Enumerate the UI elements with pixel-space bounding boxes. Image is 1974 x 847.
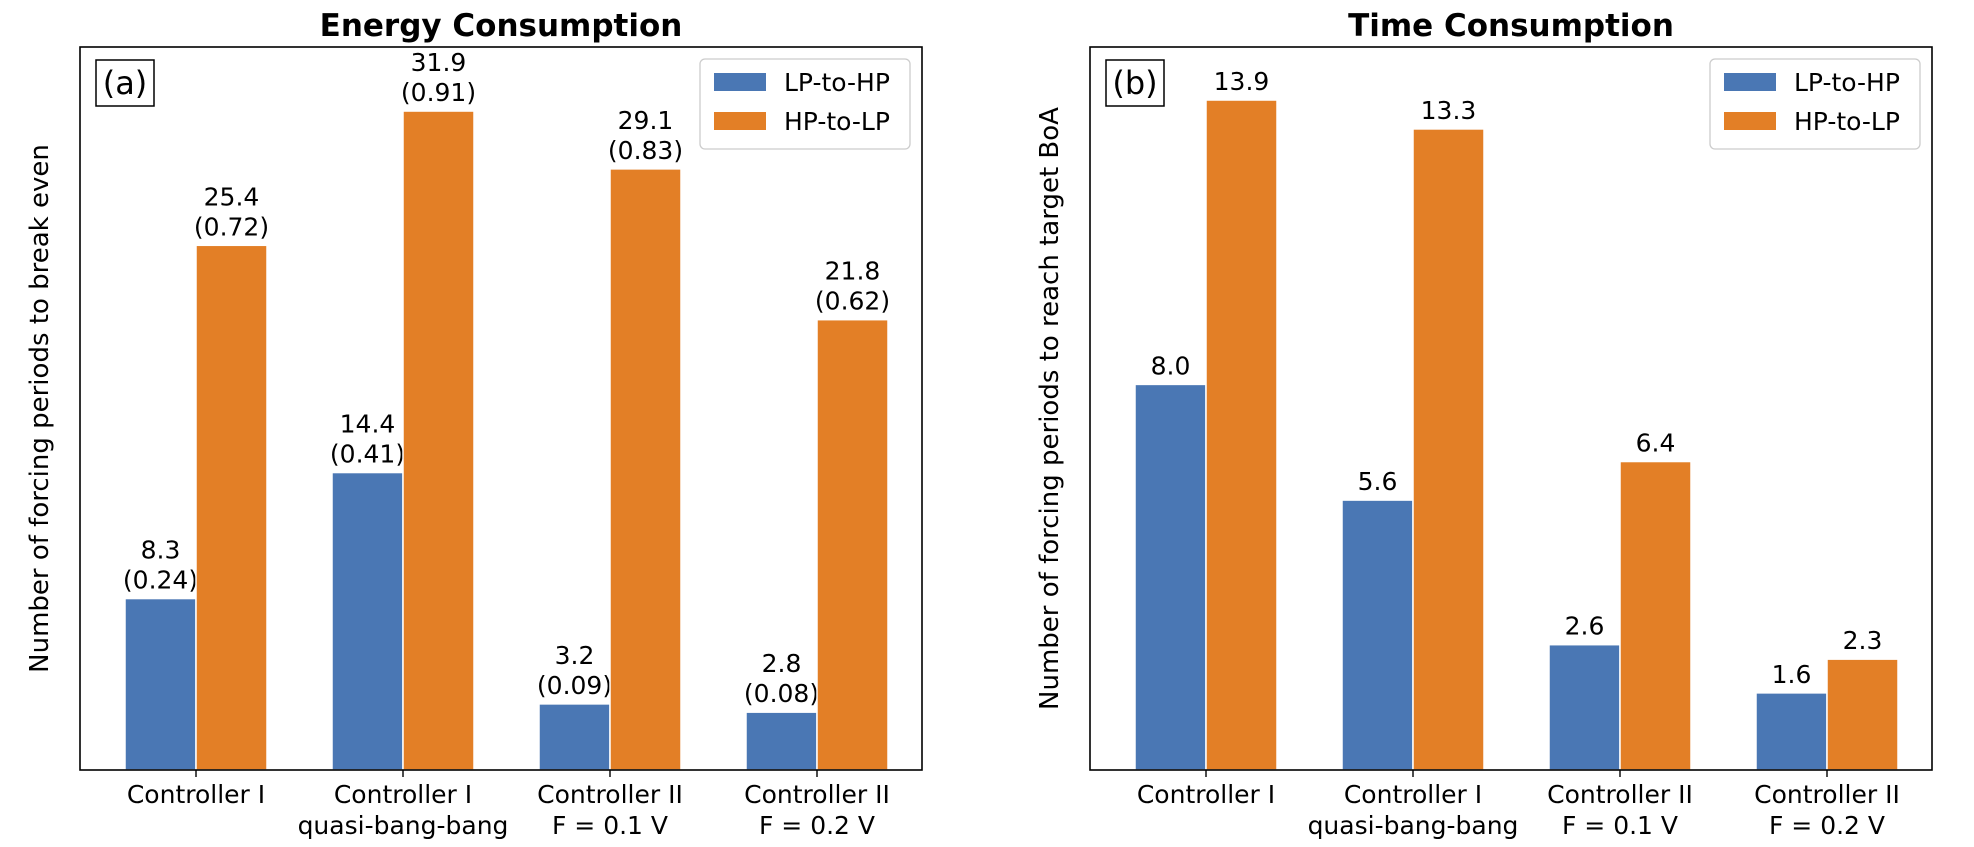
- x-tick-label: Controller I: [127, 780, 265, 809]
- legend-swatch: [714, 73, 766, 91]
- bar-lp-to-hp-4: [745, 711, 818, 771]
- bar-lp-to-hp-1: [124, 597, 197, 771]
- bar-value-label: (0.91): [401, 78, 476, 107]
- bar-value-label: 2.6: [1565, 612, 1605, 641]
- panel-tag-box: [95, 59, 155, 107]
- legend-swatch: [1724, 112, 1776, 130]
- x-tick-label: Controller II: [1547, 780, 1693, 809]
- panel-tag: (a): [103, 64, 148, 102]
- bar-value-label: 29.1: [618, 106, 674, 135]
- bar-value-label: 3.2: [555, 641, 595, 670]
- x-tick-label: F = 0.2 V: [759, 811, 875, 840]
- x-tick-label: Controller II: [1754, 780, 1900, 809]
- legend-label: HP-to-LP: [784, 107, 890, 136]
- x-tick-label: F = 0.1 V: [1562, 811, 1678, 840]
- bar-value-label: 8.3: [141, 536, 181, 565]
- panel-tag: (b): [1112, 64, 1157, 102]
- bar-value-label: 13.3: [1421, 96, 1477, 125]
- legend-label: HP-to-LP: [1794, 107, 1900, 136]
- bar-hp-to-lp-4: [1826, 658, 1899, 771]
- legend-label: LP-to-HP: [1794, 68, 1900, 97]
- bar-value-label: 5.6: [1358, 467, 1398, 496]
- bar-value-label: 6.4: [1636, 429, 1676, 458]
- legend: LP-to-HP HP-to-LP: [1709, 58, 1921, 150]
- bar-value-label: (0.41): [330, 440, 405, 469]
- x-tick-label: F = 0.1 V: [552, 811, 668, 840]
- x-tick-label: quasi-bang-bang: [298, 811, 509, 840]
- bar-hp-to-lp-2: [402, 110, 475, 771]
- bar-lp-to-hp-3: [1548, 643, 1621, 771]
- bar-value-label: 8.0: [1151, 351, 1191, 380]
- x-tick-label: F = 0.2 V: [1769, 811, 1885, 840]
- chart-title: Energy Consumption: [320, 8, 683, 44]
- legend: LP-to-HP HP-to-LP: [699, 58, 911, 150]
- bar-lp-to-hp-3: [538, 703, 611, 771]
- y-axis-label: Number of forcing periods to break even: [25, 144, 55, 673]
- bar-value-label: 13.9: [1214, 67, 1270, 96]
- bar-value-label: 25.4: [204, 182, 260, 211]
- bar-hp-to-lp-4: [816, 318, 889, 771]
- bar-value-label: (0.62): [815, 287, 890, 316]
- bar-hp-to-lp-1: [195, 244, 268, 771]
- bar-value-label: 2.8: [762, 649, 802, 678]
- bar-hp-to-lp-1: [1205, 99, 1278, 771]
- bar-hp-to-lp-3: [609, 168, 682, 771]
- bar-lp-to-hp-2: [1341, 499, 1414, 771]
- bar-value-label: 1.6: [1772, 660, 1812, 689]
- x-tick-label: Controller I: [334, 780, 472, 809]
- bar-value-label: (0.72): [194, 212, 269, 241]
- bar-value-label: 2.3: [1843, 626, 1883, 655]
- bar-value-label: 14.4: [340, 410, 396, 439]
- bar-value-label: (0.09): [537, 671, 612, 700]
- x-tick-label: Controller II: [744, 780, 890, 809]
- x-tick-label: Controller I: [1344, 780, 1482, 809]
- panel-tag-box: [1105, 59, 1165, 107]
- bar-lp-to-hp-2: [331, 471, 404, 771]
- plot-frame: [79, 46, 923, 771]
- legend-label: LP-to-HP: [784, 68, 890, 97]
- chart-panel-b: 8.0 5.6 2.6 1.6 13.9 13.3 6.4 2.3 Controller I Co…: [1035, 8, 1933, 840]
- bar-lp-to-hp-4: [1755, 692, 1828, 771]
- y-axis-label: Number of forcing periods to reach targe…: [1035, 107, 1065, 710]
- bar-hp-to-lp-2: [1412, 128, 1485, 771]
- bar-value-label: 21.8: [825, 257, 881, 286]
- x-tick-label: Controller I: [1137, 780, 1275, 809]
- plot-frame: [1089, 46, 1933, 771]
- x-tick-label: Controller II: [537, 780, 683, 809]
- bar-value-label: (0.08): [744, 679, 819, 708]
- x-tick-label: quasi-bang-bang: [1308, 811, 1519, 840]
- bar-lp-to-hp-1: [1134, 383, 1207, 771]
- bar-value-label: 31.9: [411, 48, 467, 77]
- chart-title: Time Consumption: [1348, 8, 1674, 44]
- bar-hp-to-lp-3: [1619, 460, 1692, 771]
- bar-value-label: (0.24): [123, 566, 198, 595]
- bar-value-label: (0.83): [608, 136, 683, 165]
- legend-swatch: [714, 112, 766, 130]
- chart-panel-a: 8.3(0.24) 14.4(0.41) 3.2(0.09) 2.8(0.08) 25.…: [25, 8, 923, 840]
- legend-swatch: [1724, 73, 1776, 91]
